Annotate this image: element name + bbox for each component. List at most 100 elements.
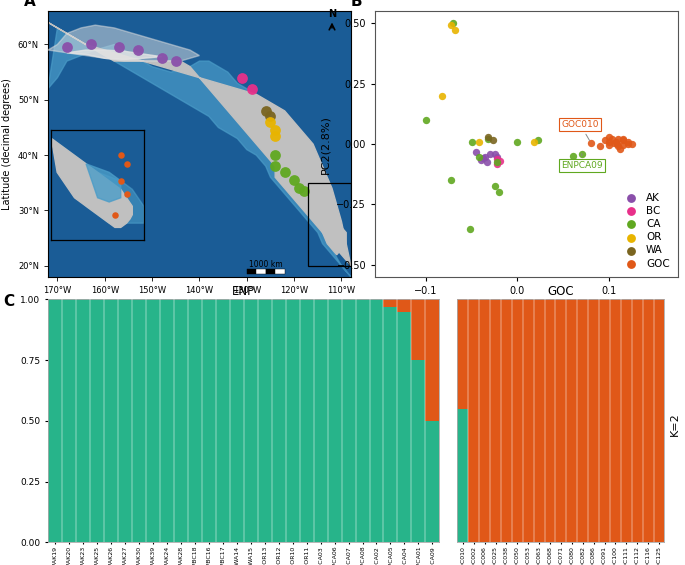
Point <box>483 132 494 141</box>
Point <box>576 149 587 158</box>
Text: N: N <box>328 9 336 19</box>
Bar <box>327 299 342 542</box>
Bar <box>229 299 244 542</box>
Point <box>495 157 506 166</box>
Point <box>114 43 125 52</box>
Point <box>618 134 629 144</box>
Point <box>270 126 281 135</box>
Bar <box>48 299 62 542</box>
Bar <box>566 299 577 542</box>
Point <box>448 19 459 28</box>
X-axis label: Longitude (decimal degrees): Longitude (decimal degrees) <box>129 301 269 310</box>
Bar <box>425 421 439 542</box>
Bar <box>132 299 146 542</box>
Point <box>85 40 96 49</box>
Bar <box>275 269 285 274</box>
Point <box>115 176 126 185</box>
Point <box>446 20 457 29</box>
Bar <box>653 299 664 542</box>
Text: B: B <box>351 0 362 8</box>
Point <box>471 147 482 157</box>
Polygon shape <box>51 138 144 223</box>
Bar <box>272 299 286 542</box>
Bar <box>458 299 469 409</box>
Point <box>492 159 503 168</box>
Polygon shape <box>51 138 132 228</box>
X-axis label: PC1(9.5%): PC1(9.5%) <box>497 302 556 311</box>
Point <box>110 210 121 219</box>
Bar <box>479 299 490 542</box>
Point <box>494 188 505 197</box>
Bar <box>216 299 229 542</box>
Text: K=2: K=2 <box>670 412 680 436</box>
Y-axis label: Latitude (decimal degrees): Latitude (decimal degrees) <box>2 78 12 210</box>
Point <box>627 140 638 149</box>
Bar <box>556 299 566 542</box>
Bar <box>512 299 523 542</box>
Point <box>464 224 475 233</box>
Polygon shape <box>48 23 351 266</box>
Text: A: A <box>24 0 36 8</box>
Point <box>156 54 167 63</box>
Point <box>115 151 126 160</box>
Bar <box>118 299 132 542</box>
Point <box>171 56 182 66</box>
Point <box>610 137 621 146</box>
Point <box>567 151 578 160</box>
Point <box>532 135 543 144</box>
Point <box>473 137 484 146</box>
Bar <box>342 299 356 542</box>
Point <box>279 167 290 176</box>
Bar <box>425 299 439 421</box>
Bar <box>610 299 621 542</box>
Bar <box>458 409 469 542</box>
Bar <box>643 299 653 542</box>
Point <box>611 140 622 149</box>
Bar <box>621 299 632 542</box>
Point <box>622 137 633 146</box>
Bar <box>266 269 275 274</box>
Point <box>529 137 540 146</box>
Point <box>132 46 143 55</box>
Point <box>293 184 304 193</box>
Point <box>618 136 629 145</box>
Bar <box>588 299 599 542</box>
Text: ENPCA09: ENPCA09 <box>562 154 603 170</box>
Point <box>603 137 614 146</box>
Point <box>121 189 132 198</box>
Point <box>603 141 614 150</box>
Point <box>492 158 503 167</box>
Legend: AK, BC, CA, OR, WA, GOC: AK, BC, CA, OR, WA, GOC <box>618 190 673 272</box>
Bar <box>397 312 412 542</box>
Point <box>288 176 299 185</box>
Bar <box>308 183 351 266</box>
Bar <box>412 360 425 542</box>
Point <box>613 134 624 144</box>
Bar <box>256 269 266 274</box>
Text: C: C <box>3 294 14 309</box>
Title: GOC: GOC <box>547 285 574 298</box>
Point <box>618 141 629 150</box>
Point <box>265 112 276 121</box>
Bar <box>299 299 314 542</box>
Bar <box>146 299 160 542</box>
Bar <box>356 299 369 542</box>
Text: GOC010: GOC010 <box>562 120 599 141</box>
Polygon shape <box>67 50 162 59</box>
Point <box>606 134 617 144</box>
Point <box>270 162 281 171</box>
Point <box>482 158 493 167</box>
Bar <box>469 299 479 542</box>
Point <box>260 106 271 115</box>
Point <box>603 132 614 141</box>
Point <box>622 140 633 149</box>
Text: 1000 km: 1000 km <box>249 260 282 270</box>
Polygon shape <box>48 28 351 277</box>
Point <box>512 137 523 146</box>
Point <box>236 73 247 82</box>
Bar <box>188 299 202 542</box>
Point <box>475 155 486 164</box>
Bar <box>247 269 256 274</box>
Point <box>492 154 503 163</box>
Point <box>246 84 257 93</box>
